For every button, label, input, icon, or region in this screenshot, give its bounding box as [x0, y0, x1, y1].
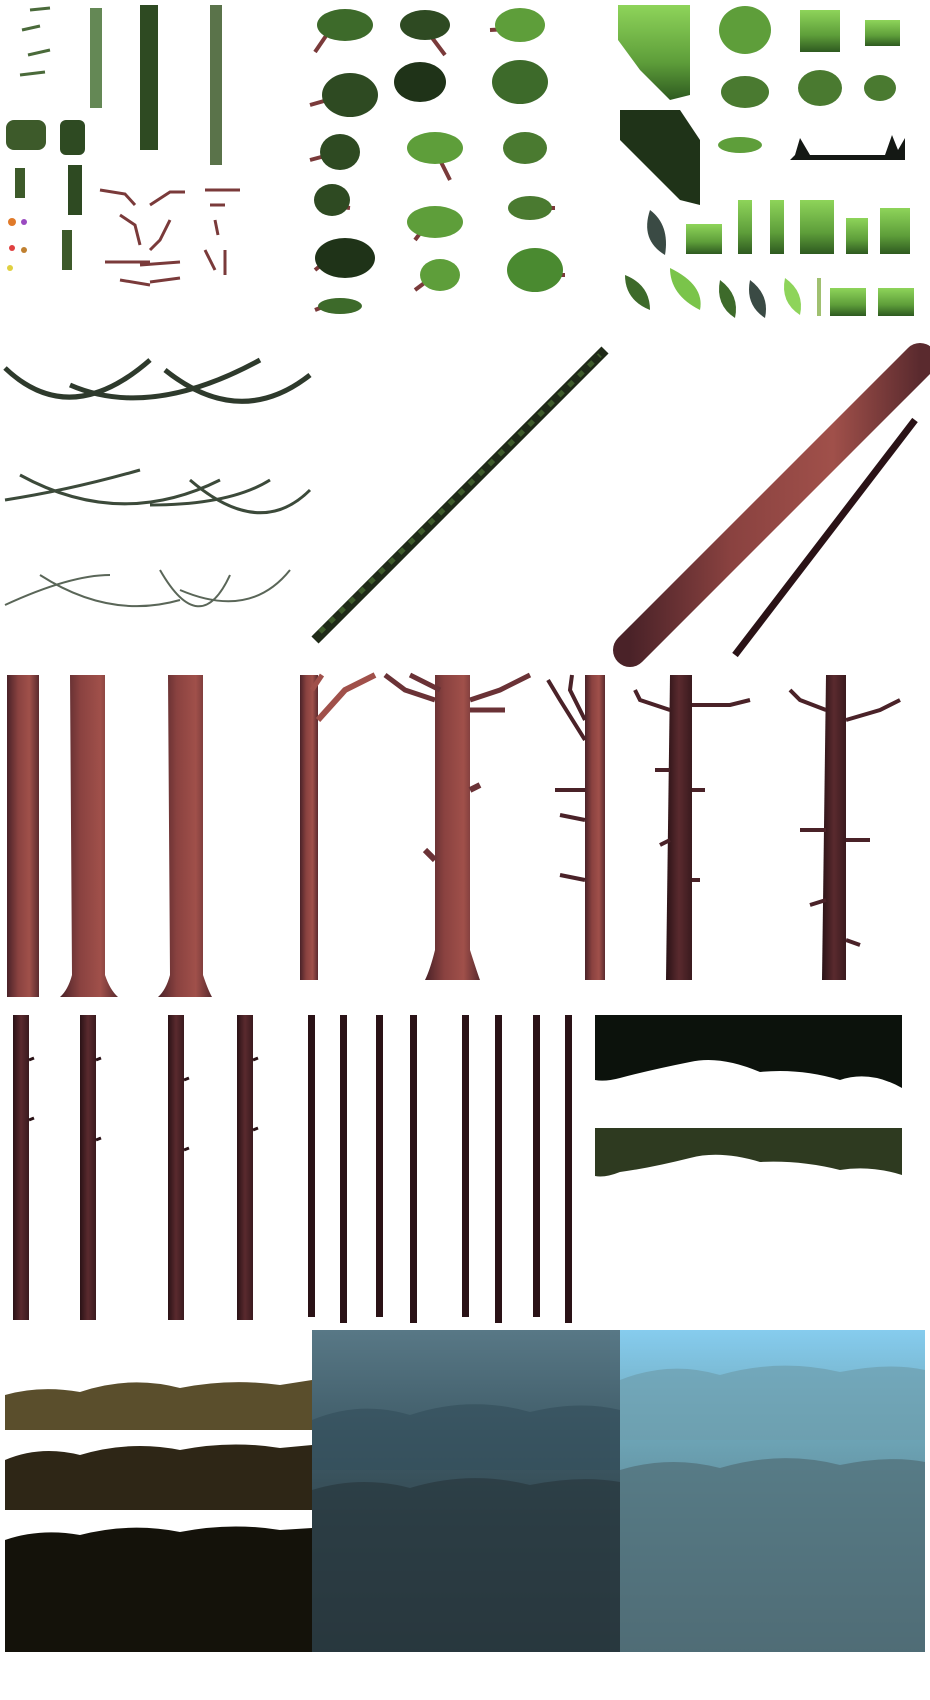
hedge-strip-green	[595, 1128, 902, 1177]
mossy-branch	[311, 346, 609, 644]
grass-tuft	[864, 75, 896, 101]
flower-sprite	[9, 245, 15, 251]
grass-tuft	[798, 70, 842, 106]
bush-sprite	[317, 9, 373, 41]
branch-trunk-sprite	[633, 675, 751, 980]
branch-trunk-sprite	[300, 672, 377, 980]
vine-ropes-group	[3, 357, 312, 608]
thin-trunk-sprite	[80, 1015, 96, 1320]
bush-sprite	[322, 73, 378, 117]
vine-sprite	[62, 230, 72, 270]
grass-frame	[790, 135, 905, 160]
pole-sticks-group	[308, 1015, 572, 1323]
bush-clusters-group	[309, 8, 565, 314]
ground-layer-olive	[5, 1380, 312, 1430]
grass-tuft	[719, 6, 771, 54]
ground-layer-black	[5, 1526, 312, 1652]
pole-sprite	[565, 1015, 572, 1323]
bush-sprite	[507, 248, 563, 292]
hanging-vines-group	[6, 5, 240, 287]
thin-trunk-sprite	[168, 1015, 184, 1320]
grass-tile	[800, 10, 840, 52]
grass-tile-dark	[620, 110, 700, 205]
trunk-sprite	[158, 675, 212, 997]
bush-sprite	[503, 132, 547, 164]
wide-trunks-group	[7, 675, 212, 997]
pole-sprite	[533, 1015, 540, 1317]
vine-sprite	[90, 8, 102, 108]
vine-sprite	[68, 165, 82, 215]
vine-rope-medium	[4, 468, 312, 515]
pole-sprite	[308, 1015, 315, 1317]
vine-sprite	[19, 6, 51, 77]
pole-sprite	[340, 1015, 347, 1323]
hedge-strips-group	[595, 1015, 902, 1177]
pole-sprite	[462, 1015, 469, 1317]
flower-sprite	[21, 247, 27, 253]
vine-sprite	[6, 120, 46, 150]
vine-sprite	[15, 168, 25, 198]
flower-sprite	[21, 219, 27, 225]
diagonal-log	[613, 343, 930, 667]
trunk-sprite	[60, 675, 118, 997]
ground-layer-brown	[5, 1444, 312, 1510]
vine-sprite	[140, 5, 158, 150]
branching-trunks-group	[300, 672, 901, 980]
thin-trunk-sprite	[237, 1015, 253, 1320]
bush-sprite	[420, 259, 460, 291]
sky-backgrounds-group	[312, 1330, 925, 1652]
bush-sprite	[320, 134, 360, 170]
thin-trunks-group	[13, 1015, 259, 1320]
bush-sprite	[315, 238, 375, 278]
branch-trunk-sprite	[383, 672, 532, 980]
pole-sprite	[410, 1015, 417, 1323]
leaf-sprites	[625, 200, 914, 318]
bush-sprite	[508, 196, 552, 220]
hedge-strip-dark	[595, 1015, 902, 1088]
branch-trunk-sprite	[788, 675, 901, 980]
bush-sprite	[318, 298, 362, 314]
flower-sprite	[7, 265, 13, 271]
vine-sprite	[60, 120, 85, 155]
bush-sprite	[394, 62, 446, 102]
bush-sprite	[492, 60, 548, 104]
vine-sprite	[210, 5, 222, 165]
grass-tiles-group	[618, 5, 914, 318]
grass-tile	[865, 20, 900, 46]
grass-tuft	[721, 76, 769, 108]
grass-tuft	[718, 137, 762, 153]
bush-sprite	[314, 184, 350, 216]
pole-sprite	[495, 1015, 502, 1323]
bush-sprite	[407, 132, 463, 164]
thin-trunk-sprite	[13, 1015, 29, 1320]
bush-sprite	[400, 10, 450, 40]
bush-sprite	[495, 8, 545, 42]
vine-rope-thin	[4, 569, 291, 608]
pole-sprite	[376, 1015, 383, 1317]
ground-layers-group	[5, 1380, 312, 1652]
twig-sprites	[99, 188, 240, 287]
grass-tile-slope	[618, 5, 690, 100]
flower-sprite	[8, 218, 16, 226]
bush-sprite	[407, 206, 463, 238]
branch-trunk-sprite	[546, 674, 605, 980]
trunk-sprite	[7, 675, 39, 997]
vine-rope-thick	[3, 357, 312, 404]
